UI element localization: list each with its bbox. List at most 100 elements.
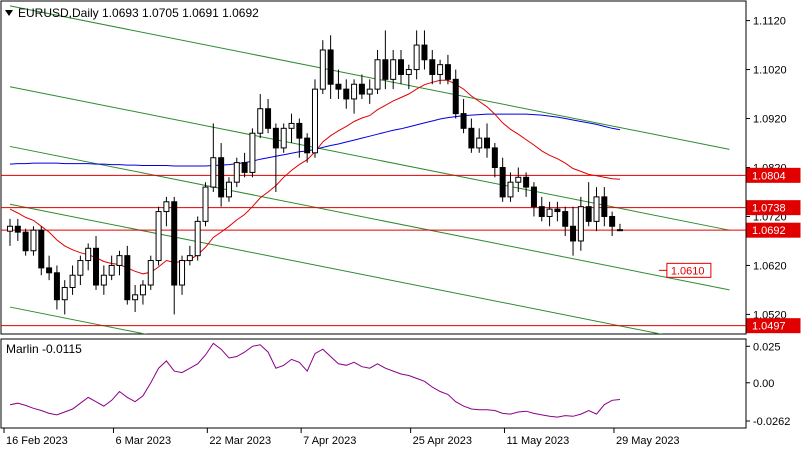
candle-body: [139, 284, 146, 296]
candle: [319, 40, 326, 95]
candle: [53, 265, 60, 310]
candle-body: [69, 274, 76, 288]
candle-body: [507, 181, 514, 198]
candle-body: [382, 59, 389, 80]
price-tick-label: 1.1120: [753, 16, 786, 28]
candle: [77, 255, 84, 286]
candle-body: [491, 147, 498, 168]
main-pane: [1, 5, 746, 334]
candle-body: [351, 83, 358, 100]
candle-body: [61, 286, 68, 301]
candle-body: [523, 176, 530, 188]
candle: [304, 133, 311, 163]
candle: [132, 285, 139, 312]
candle: [85, 243, 92, 271]
label-1-0804-box: [746, 167, 801, 183]
candle: [374, 49, 381, 95]
candle: [616, 223, 623, 232]
candle-body: [593, 196, 600, 222]
candle: [241, 152, 248, 178]
candle: [570, 206, 577, 256]
channel-line-3: [9, 145, 730, 291]
candle: [343, 79, 350, 109]
triangle-down-icon[interactable]: [5, 10, 13, 16]
candle-body: [358, 83, 365, 95]
candle: [249, 128, 256, 178]
candle-body: [30, 229, 37, 252]
candle: [507, 172, 514, 202]
candle: [554, 201, 561, 222]
indicator-tick-label: 0.025: [753, 341, 781, 353]
candle-body: [319, 49, 326, 90]
indicator-pane: [9, 342, 621, 418]
candle-body: [460, 113, 467, 129]
candle-body: [265, 108, 272, 129]
candle: [225, 177, 232, 202]
candle: [22, 228, 29, 256]
candle: [523, 172, 530, 197]
candle: [100, 265, 107, 295]
candle-body: [577, 206, 584, 242]
candle: [311, 79, 318, 158]
candle-body: [163, 201, 170, 213]
candle-body: [38, 229, 45, 269]
candle-body: [530, 186, 537, 208]
candle-body: [93, 247, 100, 286]
candle-body: [77, 260, 84, 276]
candle: [601, 187, 608, 227]
candle-body: [241, 162, 248, 173]
candle-body: [468, 127, 475, 149]
candle-body: [288, 122, 295, 129]
candle: [358, 74, 365, 99]
candle: [272, 123, 279, 192]
candle: [14, 218, 21, 241]
time-tick-label: 11 May 2023: [506, 435, 569, 447]
label-1-0497: 1.0497: [752, 321, 786, 333]
candle: [437, 59, 444, 85]
time-axis: 16 Feb 2023 6 Mar 2023 22 Mar 2023 7 Apr 20…: [3, 428, 680, 447]
candle: [46, 255, 53, 281]
candle-body: [257, 108, 264, 134]
candle-body: [249, 132, 256, 173]
candle: [351, 79, 358, 114]
label-current-price: 1.0692: [752, 225, 786, 237]
target-label: 1.0610: [671, 265, 705, 277]
candle: [194, 216, 201, 261]
channel-line-4: [9, 203, 664, 334]
candle-body: [296, 122, 303, 139]
candle: [484, 123, 491, 158]
target-label-box: [666, 262, 712, 278]
time-tick-label: 7 Apr 2023: [303, 435, 356, 447]
candle: [171, 196, 178, 315]
candle-body: [570, 225, 577, 242]
time-tick-label: 29 May 2023: [616, 435, 680, 447]
candle: [335, 69, 342, 99]
candle-body: [22, 231, 29, 252]
candle: [147, 255, 154, 290]
candle-body: [538, 206, 545, 217]
candle-body: [304, 137, 311, 154]
main-pane-frame: [0, 0, 747, 335]
indicator-pane-frame: [0, 338, 747, 429]
candle-body: [100, 274, 107, 286]
candle: [398, 49, 404, 85]
candle: [210, 123, 217, 192]
price-tick-label: 1.1020: [753, 65, 787, 77]
candle-body: [124, 255, 131, 301]
candle-body: [311, 88, 318, 154]
label-1-0804: 1.0804: [752, 170, 786, 182]
candle-body: [366, 88, 373, 95]
channel-line-2: [9, 86, 730, 231]
candle-body: [390, 59, 397, 80]
candle-body: [14, 225, 21, 233]
candle-body: [405, 69, 412, 75]
candle: [327, 35, 334, 99]
candle: [530, 182, 537, 217]
candle: [38, 226, 45, 276]
price-tick-label: 1.0620: [753, 260, 787, 272]
candle-body: [484, 137, 491, 149]
candle-body: [546, 208, 553, 217]
candle-body: [85, 247, 92, 262]
label-1-0738: 1.0738: [752, 203, 786, 215]
